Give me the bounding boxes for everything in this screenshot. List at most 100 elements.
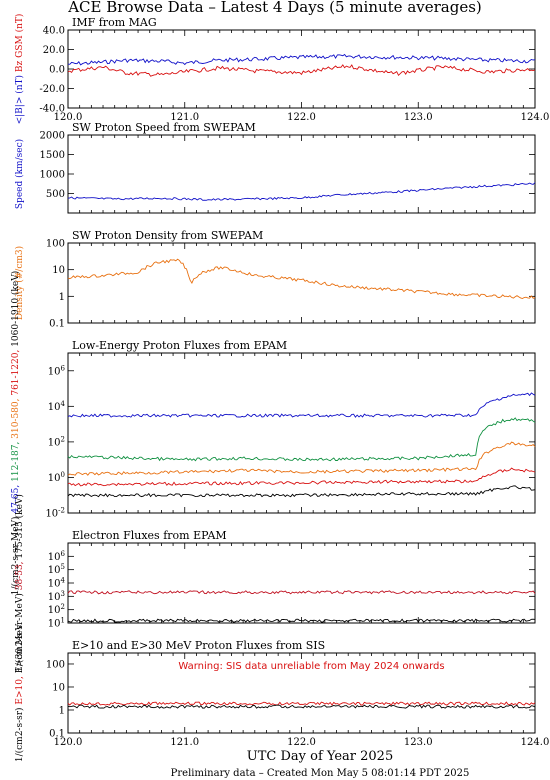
y-axis-label-part: 112-187, — [11, 442, 21, 485]
y-axis-label-part: 38-53, — [15, 561, 25, 593]
y-tick-label: 104 — [48, 577, 66, 590]
y-tick-label: 10 — [52, 682, 65, 693]
footer: Preliminary data – Created Mon May 5 08:… — [171, 768, 470, 779]
y-tick-exponent: 2 — [61, 603, 65, 611]
x-tick-label: 123.0 — [404, 737, 433, 748]
series-line-1 — [67, 258, 536, 299]
y-tick-label: -20.0 — [39, 84, 65, 95]
y-axis-label: <|B|> (nT) Bz GSM (nT) — [14, 14, 25, 125]
y-tick-exponent: -2 — [58, 507, 65, 515]
x-axis-label: UTC Day of Year 2025 — [247, 749, 393, 764]
x-tick-label: 120.0 — [54, 737, 83, 748]
y-axis-label-part: 1/(cm2-s-sr-MeV) — [10, 516, 21, 595]
x-tick-label: 122.0 — [287, 737, 316, 748]
y-tick-exponent: 1 — [61, 617, 65, 625]
y-axis-label: 1/(cm2-s-sr-MeV) 38-53, 175-315 (keV) — [14, 494, 25, 672]
y-axis-label: 1/(cm2-s-sr-MeV) 47-65, 112-187, 310-580… — [10, 271, 21, 595]
y-axis-label-part: 175-315 (keV) — [14, 494, 25, 561]
x-tick-label: 120.0 — [54, 112, 83, 123]
series-line-2 — [67, 64, 536, 77]
y-tick-label: 1 — [59, 292, 65, 303]
y-axis-label-part: Density (#/cm3) — [14, 246, 25, 320]
plot-frame — [67, 29, 536, 109]
y-tick-label: 0.1 — [49, 729, 65, 740]
y-tick-label: 0.1 — [49, 319, 65, 330]
y-tick-label: -40.0 — [39, 104, 65, 115]
y-axis-label-part: E>10, — [15, 676, 25, 707]
x-tick-label: 124.0 — [521, 112, 550, 123]
y-tick-exponent: 4 — [61, 577, 66, 585]
y-tick-exponent: 3 — [61, 590, 65, 598]
page-title: ACE Browse Data – Latest 4 Days (5 minut… — [67, 0, 482, 16]
series-line-1 — [67, 182, 536, 201]
y-axis-label: 1/(cm2-s-sr) E>10, E>30 MeV — [14, 623, 25, 762]
y-axis-label-part: E>30 MeV — [15, 623, 25, 676]
y-tick-label: 102 — [48, 603, 65, 616]
plot-frame — [67, 134, 536, 214]
x-tick-label: 124.0 — [521, 737, 550, 748]
panel-2: SW Proton Speed from SWEPAM 2000 1500 1000 5… — [14, 121, 536, 214]
series-line-1 — [67, 590, 536, 595]
x-tick-label: 121.0 — [170, 737, 199, 748]
series-line-2 — [67, 704, 536, 709]
y-tick-label: 105 — [48, 563, 65, 576]
series-line-2 — [67, 417, 536, 462]
panel-4: Low-Energy Proton Fluxes from EPAM106104… — [10, 271, 536, 595]
panel-title: E>10 and E>30 MeV Proton Fluxes from SIS — [72, 639, 325, 652]
series-line-1 — [67, 392, 536, 418]
series-line-1 — [67, 53, 536, 66]
plot-frame — [67, 542, 536, 624]
y-tick-exponent: 0 — [61, 471, 65, 479]
panel-title: SW Proton Speed from SWEPAM — [72, 121, 256, 134]
panel-title: Electron Fluxes from EPAM — [72, 529, 227, 542]
y-axis-label: Speed (km/sec) — [14, 139, 25, 209]
series-line-4 — [67, 467, 536, 487]
panel-5: Electron Fluxes from EPAM 106105104103102… — [14, 494, 536, 672]
y-tick-label: 0.0 — [49, 65, 65, 76]
y-axis-label-part: 1/(cm2-s-sr) — [14, 707, 25, 762]
y-axis-label-part: <|B|> (nT) — [14, 75, 25, 124]
panel-title: Low-Energy Proton Fluxes from EPAM — [72, 339, 287, 352]
x-tick-label: 121.0 — [170, 112, 199, 123]
y-tick-label: 100 — [46, 659, 65, 670]
y-tick-label: 101 — [48, 617, 65, 630]
y-tick-exponent: 4 — [61, 400, 66, 408]
y-tick-label: 103 — [48, 590, 65, 603]
y-tick-exponent: 6 — [61, 550, 66, 558]
y-tick-label: 500 — [46, 189, 65, 200]
panel-title: SW Proton Density from SWEPAM — [72, 229, 263, 242]
y-tick-label: 40.0 — [43, 26, 65, 37]
y-axis-label-part: 47-65, — [11, 485, 21, 517]
panel-1: IMF from MAG 120.0 121.0 122.0 123.0 124.0 40.… — [14, 14, 549, 125]
plot-frame — [67, 352, 536, 514]
plot-frame — [67, 242, 536, 324]
y-axis-label: Density (#/cm3) — [14, 246, 25, 320]
y-tick-label: 1000 — [40, 170, 65, 181]
y-axis-label-part: Bz GSM (nT) — [14, 14, 25, 75]
y-axis-label-part: 761-1220, — [11, 350, 21, 399]
y-tick-label: 106 — [48, 364, 66, 377]
y-tick-exponent: 6 — [61, 364, 66, 372]
series-line-5 — [67, 485, 536, 498]
y-tick-label: 1500 — [40, 150, 65, 161]
y-tick-label: 100 — [48, 471, 65, 484]
series-line-1 — [67, 701, 536, 706]
panel-title: IMF from MAG — [72, 16, 157, 29]
warning-annotation: Warning: SIS data unreliable from May 20… — [178, 661, 444, 672]
y-tick-label: 10-2 — [45, 507, 65, 520]
y-tick-exponent: 5 — [61, 563, 65, 571]
x-tick-label: 122.0 — [287, 112, 316, 123]
panel-3: SW Proton Density from SWEPAM 100 10 1 0.1 De… — [14, 229, 536, 330]
panel-6: E>10 and E>30 MeV Proton Fluxes from SIS… — [14, 623, 549, 762]
y-axis-label-part: 1/(cm2-s-sr-MeV) — [14, 593, 25, 672]
y-tick-label: 106 — [48, 550, 66, 563]
x-tick-label: 123.0 — [404, 112, 433, 123]
y-tick-label: 102 — [48, 435, 65, 448]
y-tick-label: 1 — [59, 705, 65, 716]
y-tick-label: 20.0 — [43, 45, 65, 56]
series-line-3 — [67, 441, 536, 476]
y-tick-label: 10 — [52, 265, 65, 276]
y-axis-label-part: Speed (km/sec) — [14, 139, 25, 209]
